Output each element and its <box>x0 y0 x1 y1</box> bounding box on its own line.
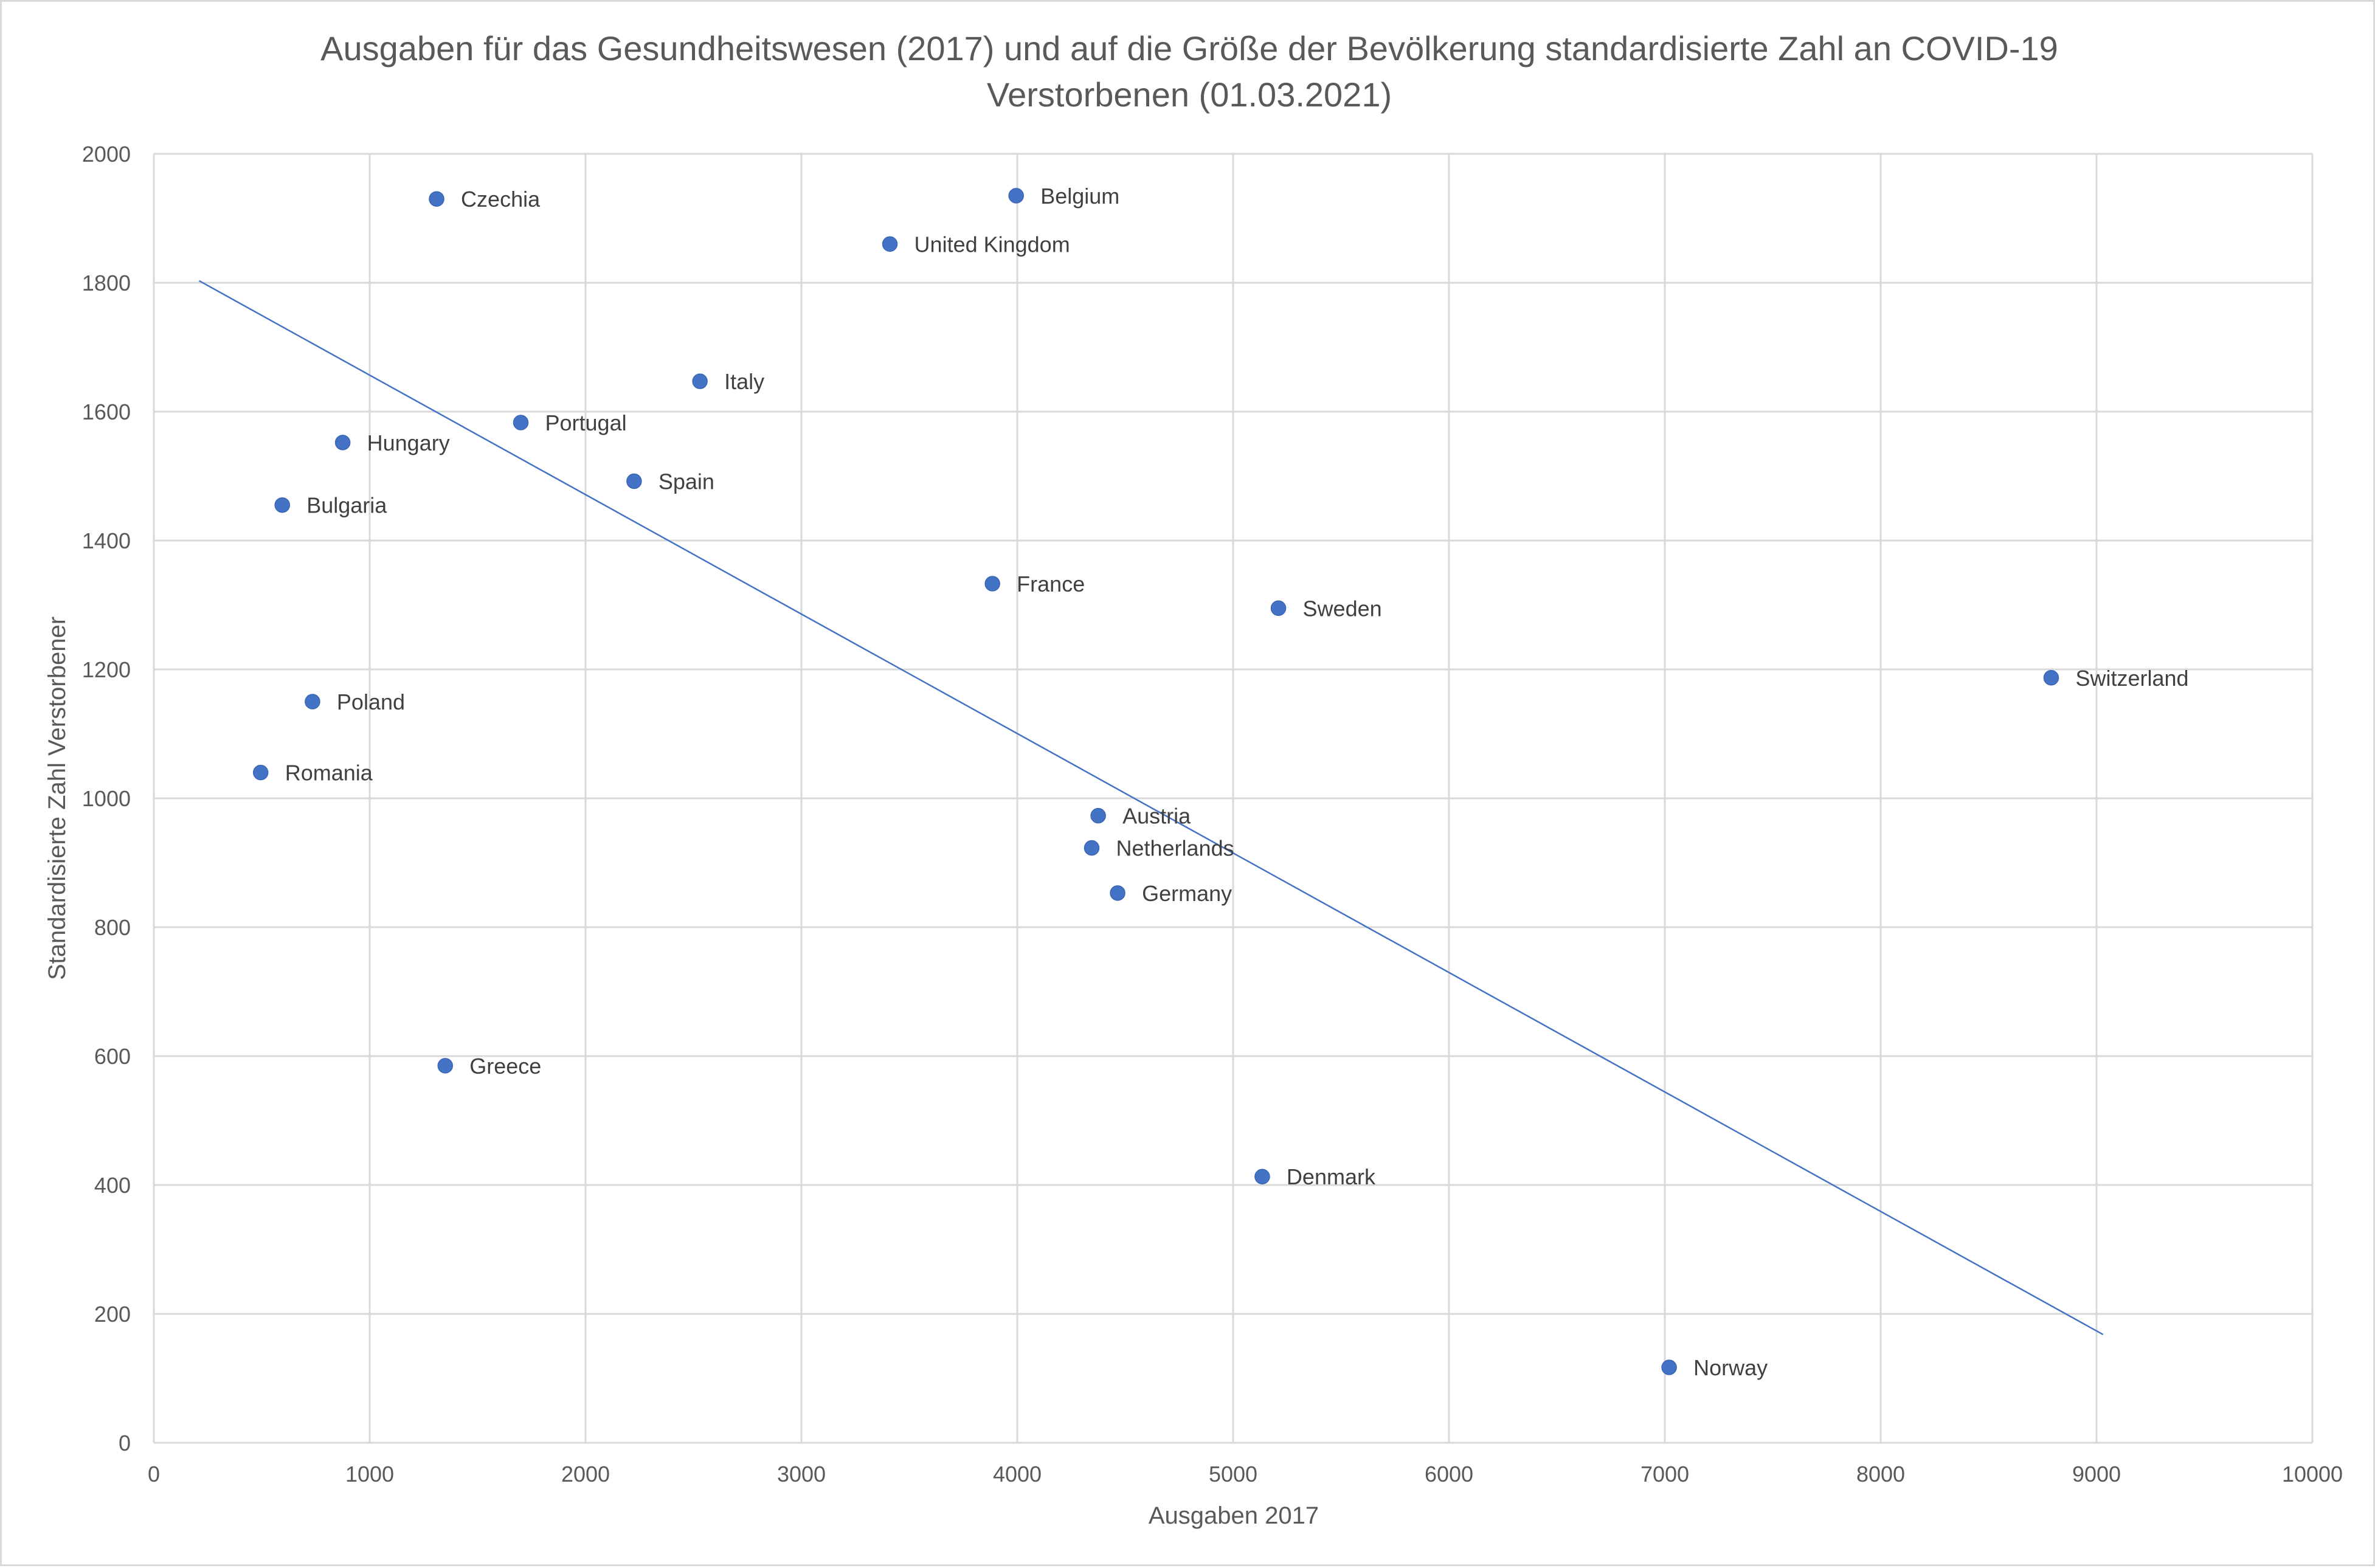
gridlines <box>153 153 2314 1444</box>
x-axis-title: Ausgaben 2017 <box>1149 1502 1319 1529</box>
data-point <box>274 497 290 513</box>
data-label: Bulgaria <box>306 493 387 518</box>
trendline-group <box>198 280 2104 1336</box>
data-label: Austria <box>1122 804 1191 829</box>
y-tick-label: 1200 <box>82 657 131 682</box>
data-label: United Kingdom <box>914 232 1070 257</box>
y-tick-label: 1600 <box>82 399 131 424</box>
data-point <box>1008 188 1024 204</box>
y-axis-title: Standardisierte Zahl Verstorbener <box>44 616 71 980</box>
data-point <box>429 191 444 207</box>
x-tick-label: 4000 <box>993 1462 1042 1487</box>
data-label: France <box>1017 572 1085 596</box>
y-tick-label: 800 <box>94 915 131 940</box>
data-point <box>626 473 642 489</box>
data-point <box>692 373 708 389</box>
axis-ticks: 0 200 400 600 800 1000 1200 1400 1600 1800 2000 0 10… <box>82 142 2343 1487</box>
y-tick-label: 600 <box>94 1044 131 1069</box>
x-tick-label: 10000 <box>2282 1462 2343 1487</box>
data-point <box>1270 600 1287 616</box>
data-point <box>1090 807 1106 824</box>
data-point <box>2043 670 2059 686</box>
data-label: Belgium <box>1040 184 1119 209</box>
data-point <box>305 694 320 710</box>
x-tick-label: 0 <box>148 1462 160 1487</box>
data-point <box>984 576 1000 592</box>
data-label: Poland <box>337 689 405 714</box>
x-tick-label: 8000 <box>1856 1462 1905 1487</box>
data-label: Italy <box>724 369 764 394</box>
y-tick-label: 400 <box>94 1173 131 1198</box>
y-tick-label: 1400 <box>82 528 131 553</box>
y-tick-label: 200 <box>94 1302 131 1327</box>
data-label: Greece <box>469 1054 541 1079</box>
data-label: Switzerland <box>2075 666 2188 691</box>
data-point <box>1110 885 1125 901</box>
x-tick-label: 3000 <box>777 1462 826 1487</box>
x-tick-label: 5000 <box>1209 1462 1257 1487</box>
data-point <box>513 415 529 430</box>
x-tick-label: 9000 <box>2072 1462 2121 1487</box>
y-tick-label: 0 <box>119 1431 131 1456</box>
x-tick-label: 7000 <box>1640 1462 1689 1487</box>
x-tick-label: 6000 <box>1425 1462 1473 1487</box>
data-point <box>252 764 269 781</box>
x-tick-label: 1000 <box>345 1462 394 1487</box>
data-points: Czechia Belgium United Kingdom Italy Portuga… <box>252 184 2189 1380</box>
data-label: Sweden <box>1303 596 1382 621</box>
data-label: Portugal <box>545 410 627 435</box>
x-tick-label: 2000 <box>561 1462 610 1487</box>
data-label: Germany <box>1142 881 1232 906</box>
data-label: Czechia <box>461 187 541 212</box>
chart-title-line-2: Verstorbenen (01.03.2021) <box>987 75 1392 114</box>
chart-title-line-1: Ausgaben für das Gesundheitswesen (2017)… <box>320 29 2058 67</box>
data-point <box>437 1058 453 1074</box>
data-label: Norway <box>1693 1355 1768 1380</box>
data-point <box>1084 840 1100 856</box>
data-point <box>334 435 351 451</box>
data-point <box>1661 1359 1677 1375</box>
data-point <box>1254 1169 1270 1184</box>
data-label: Netherlands <box>1116 836 1234 861</box>
trendline <box>198 280 2104 1336</box>
data-label: Spain <box>659 469 714 494</box>
data-point <box>882 236 898 252</box>
y-tick-label: 1000 <box>82 786 131 811</box>
y-tick-label: 1800 <box>82 271 131 295</box>
data-label: Hungary <box>367 430 450 455</box>
data-label: Denmark <box>1287 1164 1376 1189</box>
y-tick-label: 2000 <box>82 142 131 167</box>
data-label: Romania <box>285 761 373 786</box>
